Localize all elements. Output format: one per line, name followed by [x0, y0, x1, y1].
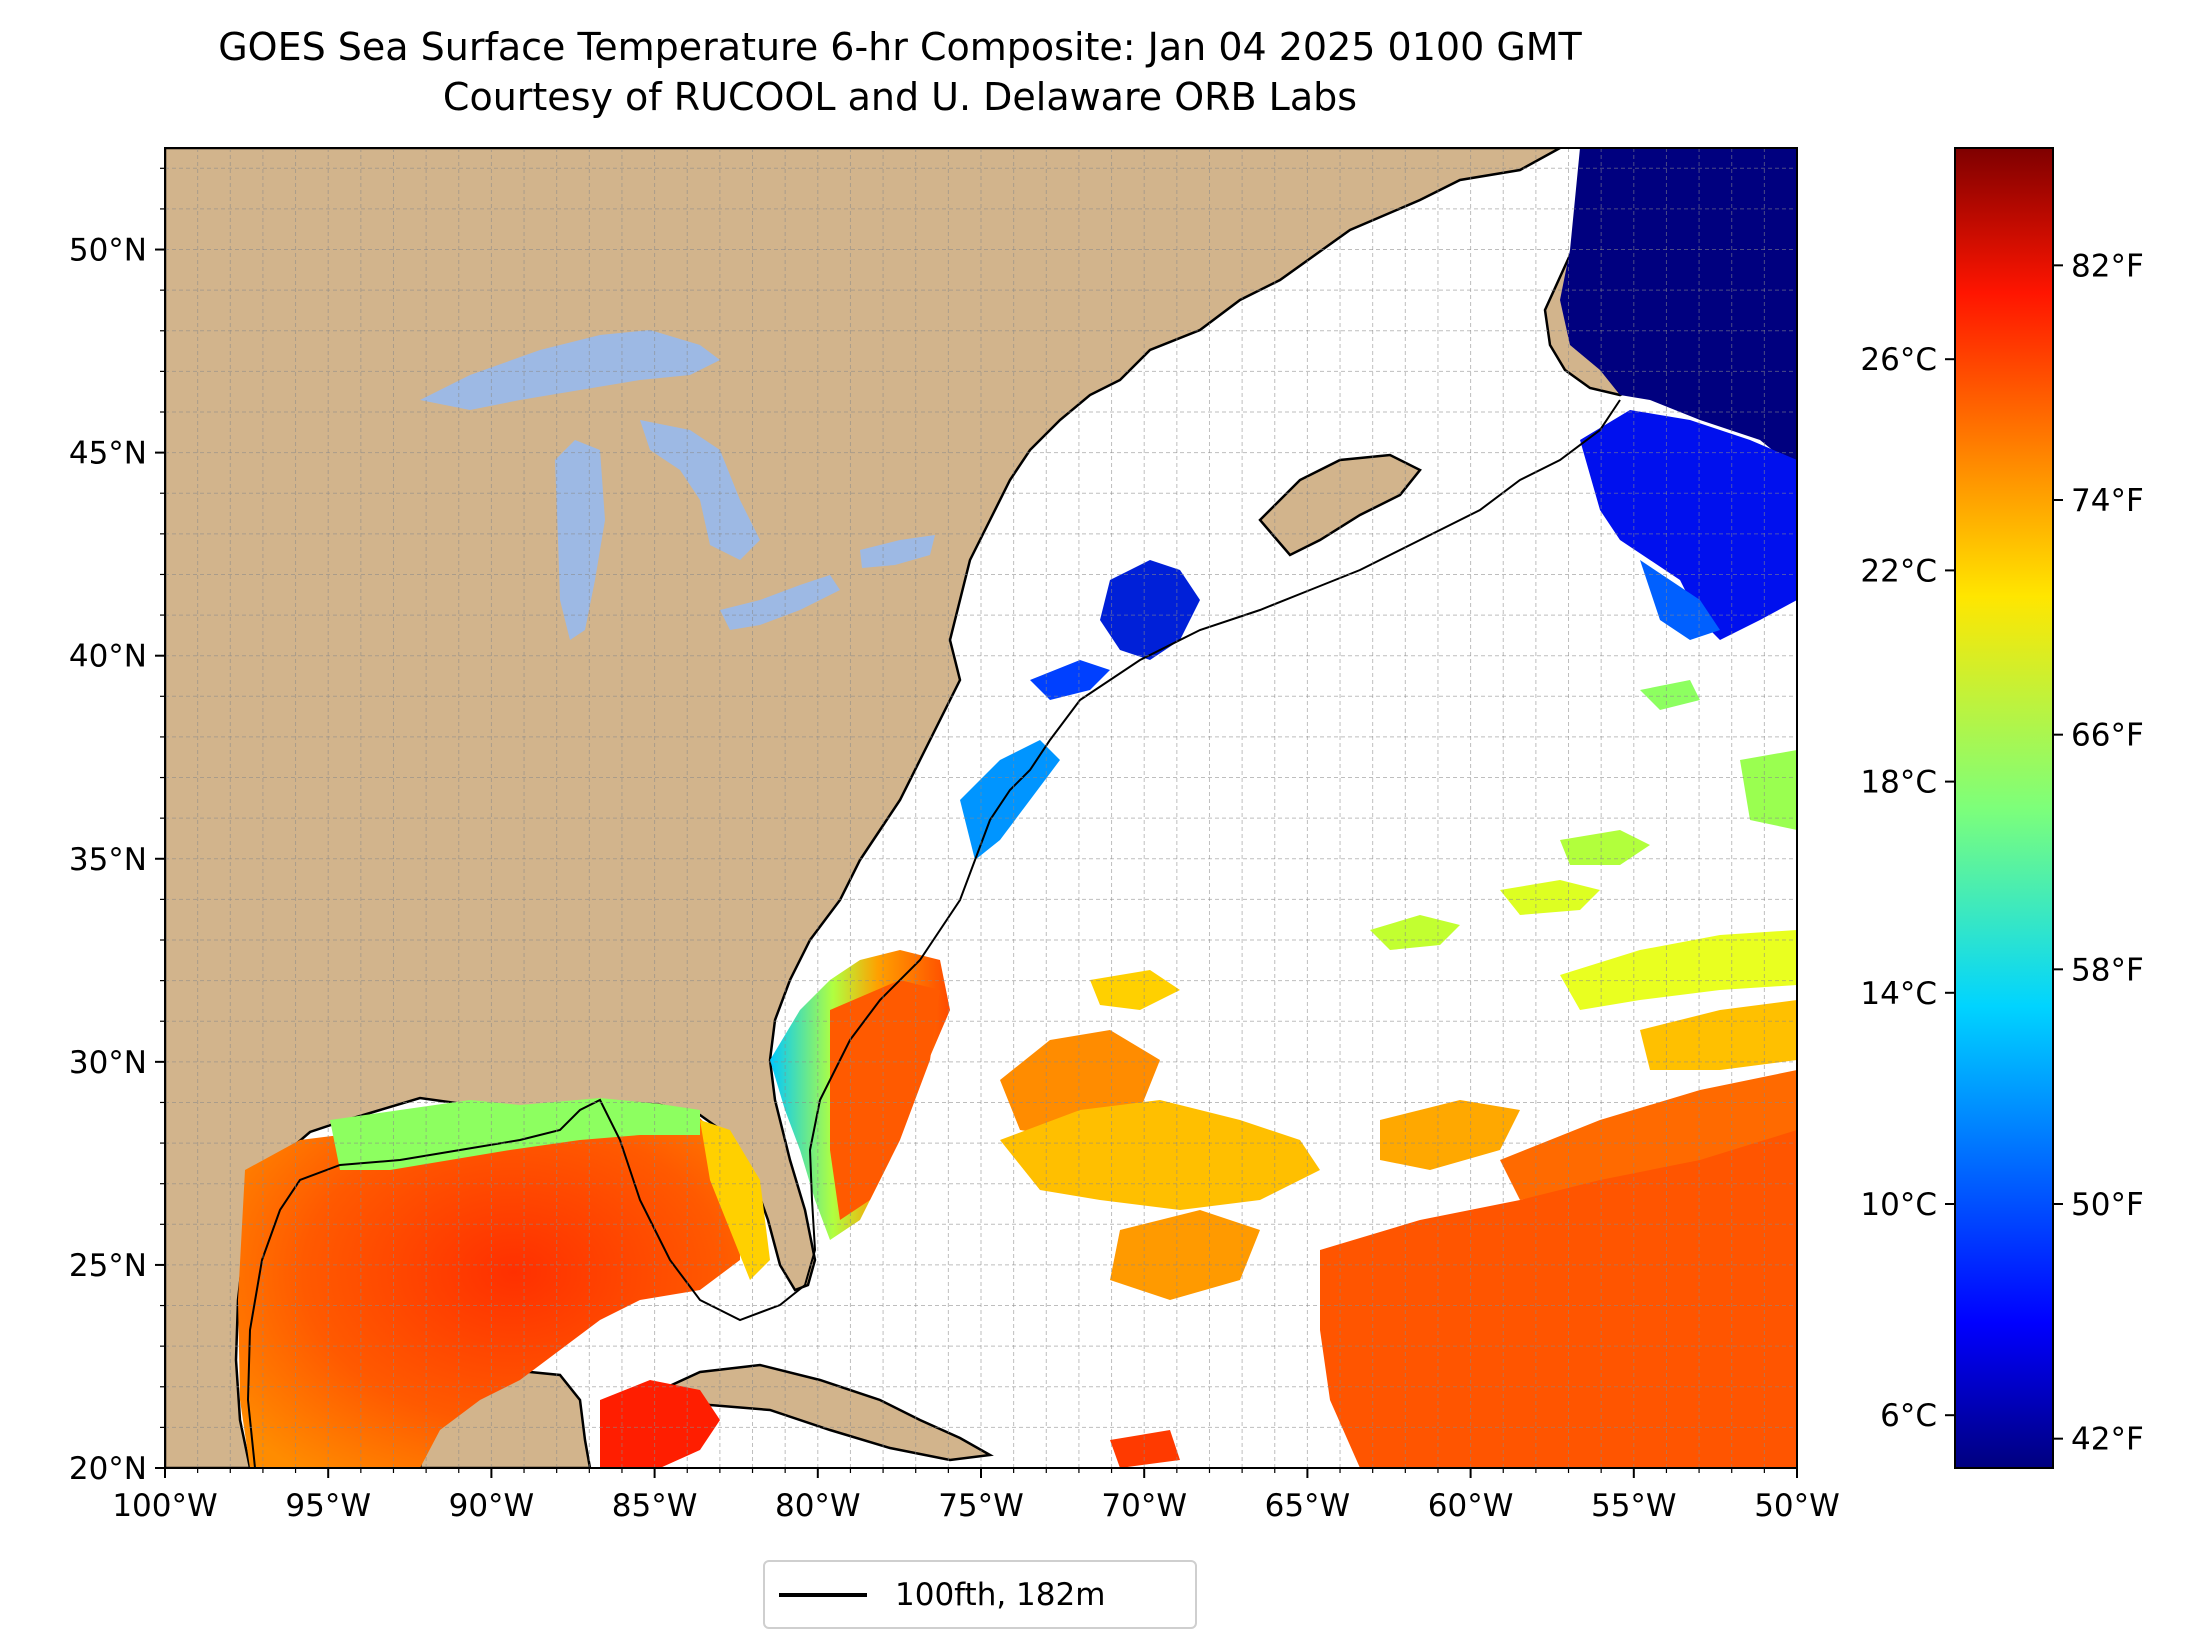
- fahrenheit-tick-label: 58°F: [2071, 952, 2144, 988]
- title-line-1: GOES Sea Surface Temperature 6-hr Compos…: [218, 25, 1582, 69]
- lon-tick-label: 100°W: [112, 1488, 217, 1524]
- fahrenheit-tick-label: 66°F: [2071, 718, 2144, 754]
- lon-tick-label: 70°W: [1101, 1488, 1187, 1524]
- map-title: GOES Sea Surface Temperature 6-hr Compos…: [0, 22, 1800, 122]
- fahrenheit-tick-label: 74°F: [2071, 483, 2144, 519]
- lat-tick-label: 40°N: [69, 639, 147, 675]
- lon-tick-label: 75°W: [938, 1488, 1024, 1524]
- gridlines: [165, 148, 1797, 1468]
- sst-data-layer: [238, 148, 1797, 1468]
- lat-tick-label: 45°N: [69, 436, 147, 472]
- lon-tick-label: 85°W: [612, 1488, 698, 1524]
- lat-tick-label: 30°N: [69, 1045, 147, 1081]
- lat-tick-label: 35°N: [69, 842, 147, 878]
- celsius-tick-label: 22°C: [1860, 553, 1937, 589]
- colorbar-fahrenheit-axis: 42°F 50°F 58°F 66°F 74°F 82°F: [2053, 248, 2144, 1458]
- great-lakes: [420, 330, 935, 640]
- lat-tick-label: 50°N: [69, 233, 147, 269]
- lon-tick-label: 95°W: [285, 1488, 371, 1524]
- lon-tick-label: 90°W: [449, 1488, 535, 1524]
- celsius-tick-label: 6°C: [1880, 1398, 1937, 1434]
- map-legend: 100fth, 182m: [763, 1560, 1197, 1629]
- lon-tick-label: 80°W: [775, 1488, 861, 1524]
- land-cuba: [645, 1363, 994, 1462]
- lat-tick-label: 20°N: [69, 1451, 147, 1487]
- lon-tick-label: 65°W: [1265, 1488, 1351, 1524]
- legend-label: 100fth, 182m: [895, 1576, 1106, 1613]
- isobath-100fth-line: [246, 399, 1621, 1468]
- latitude-axis: 20°N 25°N 30°N 35°N 40°N 45°N 50°N: [69, 167, 165, 1487]
- lon-tick-label: 60°W: [1428, 1488, 1514, 1524]
- celsius-tick-label: 26°C: [1860, 342, 1937, 378]
- celsius-tick-label: 10°C: [1860, 1187, 1937, 1223]
- lon-tick-label: 55°W: [1591, 1488, 1677, 1524]
- colorbar: [1954, 147, 2054, 1469]
- lat-tick-label: 25°N: [69, 1248, 147, 1284]
- celsius-tick-label: 14°C: [1860, 976, 1937, 1012]
- legend-line-swatch: [779, 1592, 867, 1597]
- celsius-tick-label: 18°C: [1860, 765, 1937, 801]
- fahrenheit-tick-label: 42°F: [2071, 1422, 2144, 1458]
- longitude-axis: 100°W 95°W 90°W 85°W 80°W 75°W 70°W 65°W 60°W 55°…: [112, 1468, 1840, 1524]
- lon-tick-label: 50°W: [1754, 1488, 1840, 1524]
- fahrenheit-tick-label: 82°F: [2071, 248, 2144, 284]
- colorbar-celsius-axis: 6°C 10°C 14°C 18°C 22°C 26°C: [1860, 342, 1955, 1434]
- title-line-2: Courtesy of RUCOOL and U. Delaware ORB L…: [442, 75, 1358, 119]
- fahrenheit-tick-label: 50°F: [2071, 1187, 2144, 1223]
